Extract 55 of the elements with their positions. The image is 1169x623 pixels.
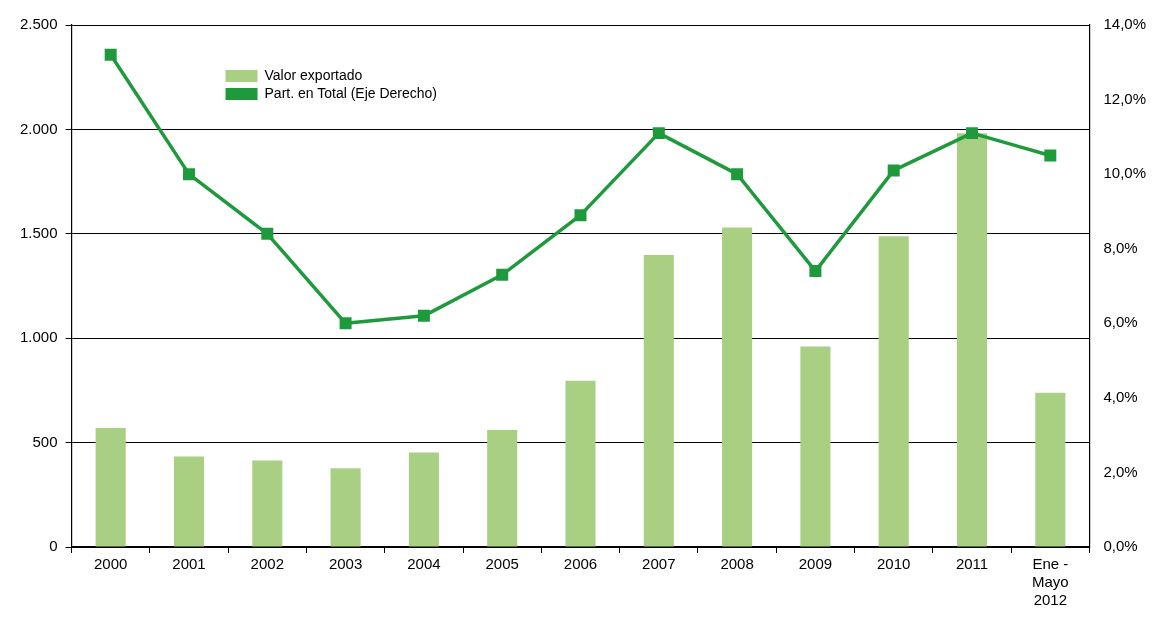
- bar: [878, 236, 909, 547]
- y2-tick-label: 14,0%: [1103, 15, 1147, 33]
- point: [496, 268, 509, 281]
- y-tick-label: 2.500: [19, 15, 58, 33]
- point: [652, 127, 665, 140]
- y2-tick-label: 10,0%: [1103, 164, 1147, 182]
- y2-tick-label: 8,0%: [1103, 238, 1138, 256]
- bar: [487, 430, 518, 547]
- bar: [330, 468, 361, 547]
- bar: [643, 255, 674, 547]
- y-tick-label: 500: [32, 432, 58, 450]
- x-tick-label: 2007: [642, 555, 676, 573]
- x-tick-label: 2000: [94, 555, 128, 573]
- point: [887, 164, 900, 177]
- point: [104, 48, 117, 61]
- x-tick-label: 2002: [250, 555, 284, 573]
- x-tick-label: Ene - Mayo 2012: [1031, 555, 1069, 609]
- bar: [408, 452, 439, 547]
- point: [574, 209, 587, 222]
- bar: [722, 227, 753, 547]
- y-tick-label: 1.000: [19, 328, 58, 346]
- bar: [1035, 392, 1066, 547]
- point: [339, 317, 352, 330]
- y2-tick-label: 2,0%: [1103, 462, 1138, 480]
- point: [731, 168, 744, 181]
- point: [261, 227, 274, 240]
- x-tick-label: 2009: [798, 555, 833, 573]
- legend-label: Part. en Total (Eje Derecho): [264, 84, 438, 101]
- x-tick-label: 2004: [407, 555, 441, 573]
- point: [966, 127, 979, 140]
- bar: [252, 460, 283, 547]
- y2-tick-label: 0,0%: [1103, 537, 1138, 555]
- y-tick-label: 2.000: [19, 119, 58, 137]
- bar: [173, 456, 205, 547]
- x-tick-label: 2003: [328, 555, 363, 573]
- x-tick-label: 2006: [563, 555, 598, 573]
- point: [1044, 149, 1057, 162]
- y-tick-label: 0: [49, 537, 58, 555]
- bar: [800, 346, 831, 547]
- bar: [565, 380, 596, 547]
- y2-tick-label: 12,0%: [1103, 89, 1147, 107]
- x-tick-label: 2010: [877, 555, 911, 573]
- bar: [95, 427, 126, 547]
- legend-label: Valor exportado: [264, 66, 363, 83]
- x-tick-label: 2011: [955, 555, 989, 573]
- bar: [956, 133, 988, 547]
- point: [809, 265, 822, 278]
- x-tick-label: 2008: [720, 555, 754, 573]
- y-tick-label: 1.500: [19, 223, 58, 241]
- point: [417, 309, 430, 322]
- y2-tick-label: 6,0%: [1103, 313, 1138, 331]
- x-tick-label: 2001: [172, 555, 206, 573]
- x-tick-label: 2005: [485, 555, 519, 573]
- y2-tick-label: 4,0%: [1103, 388, 1138, 405]
- point: [183, 168, 195, 181]
